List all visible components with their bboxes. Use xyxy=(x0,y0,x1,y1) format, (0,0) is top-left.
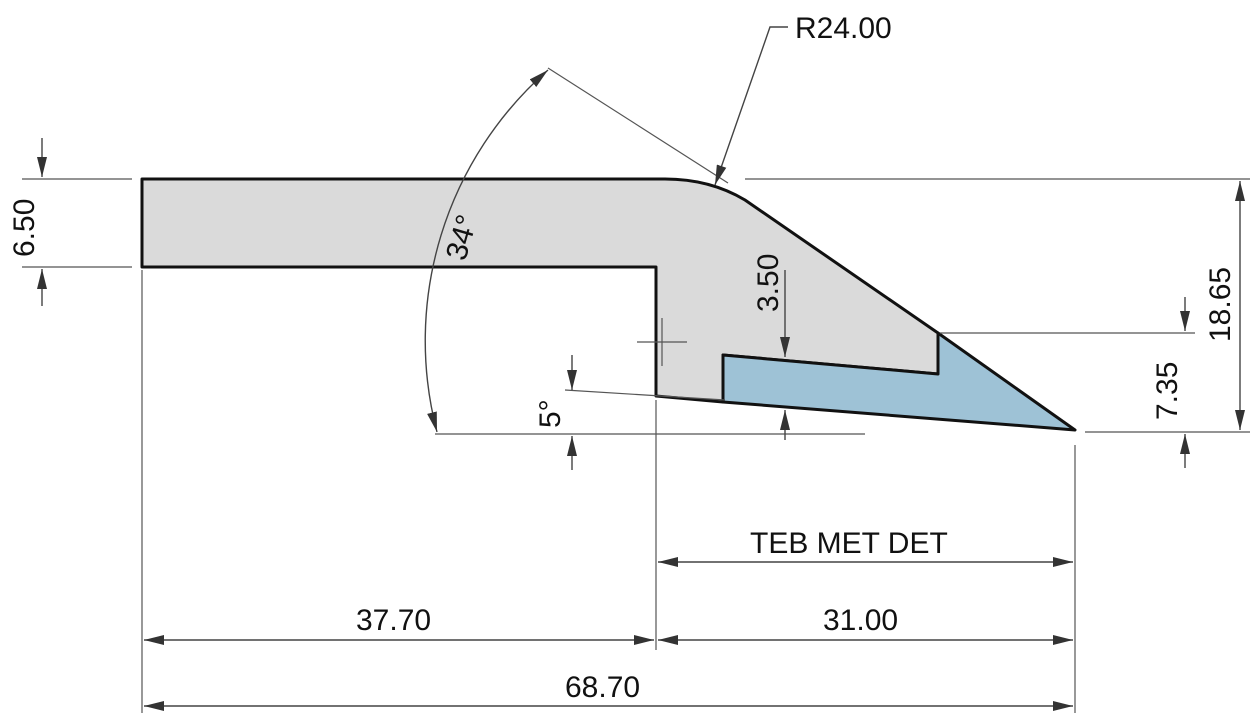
angle-bottom-label: 5° xyxy=(534,399,567,428)
thickness-left-label: 6.50 xyxy=(8,199,41,257)
part-body-outline xyxy=(140,177,940,404)
width-total-label: 68.70 xyxy=(565,671,640,704)
height-tip-label: 7.35 xyxy=(1151,362,1184,420)
extension-lines xyxy=(22,67,1250,713)
center-mark xyxy=(637,318,687,366)
depth-insert-label: 3.50 xyxy=(752,254,785,312)
radius-label: R24.00 xyxy=(795,12,892,45)
height-total-label: 18.65 xyxy=(1204,267,1237,342)
insert-outline xyxy=(721,331,1077,432)
dimension-arrows xyxy=(37,26,1245,711)
width-right-label: 31.00 xyxy=(823,604,898,637)
region-label: TEB MET DET xyxy=(750,527,948,560)
width-left-label: 37.70 xyxy=(356,604,431,637)
